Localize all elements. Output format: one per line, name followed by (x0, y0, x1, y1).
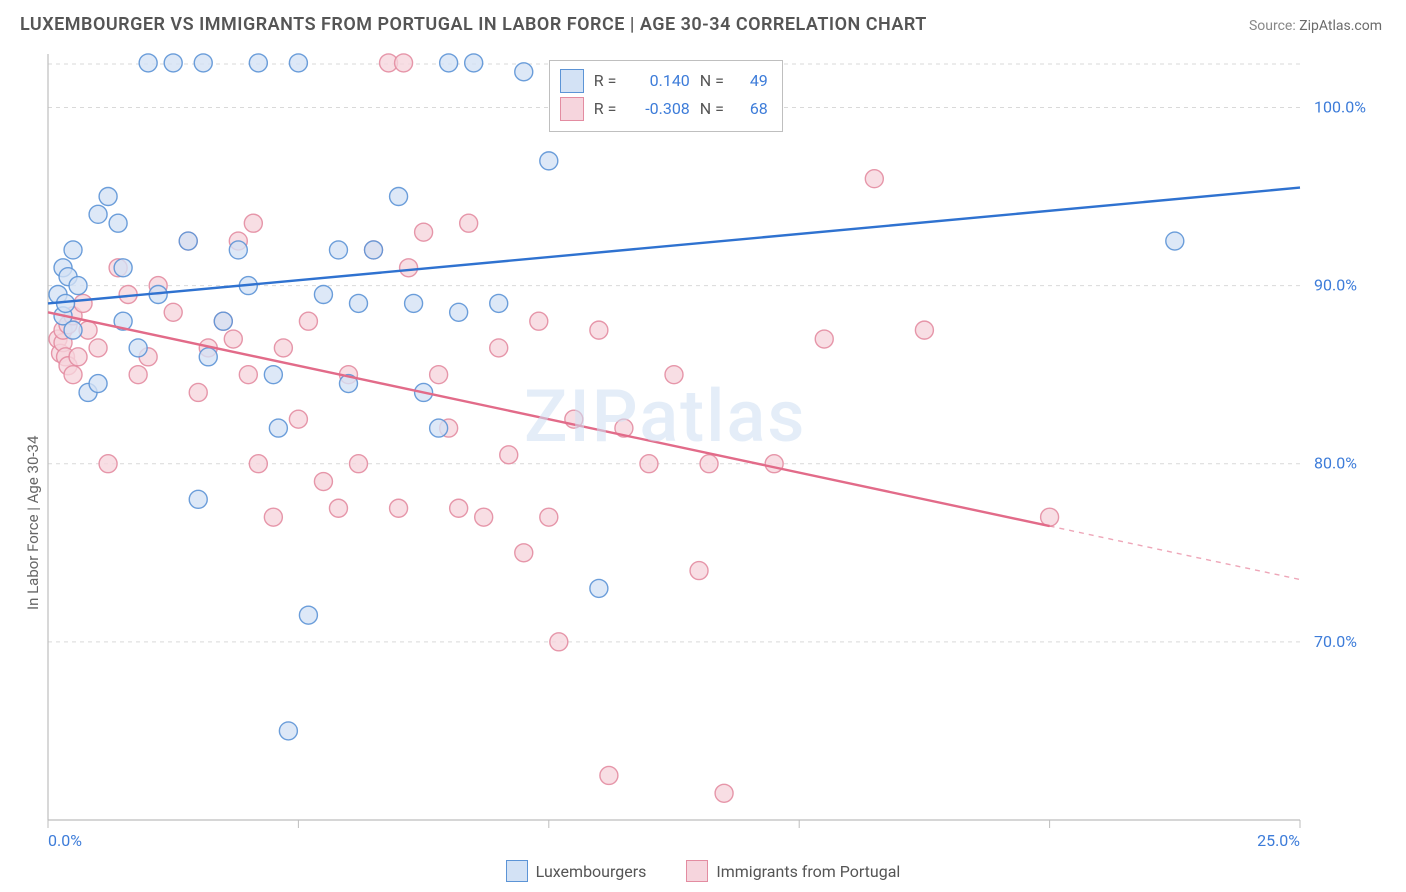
legend-label-por: Immigrants from Portugal (716, 862, 900, 881)
chart-title: LUXEMBOURGER VS IMMIGRANTS FROM PORTUGAL… (20, 14, 927, 35)
svg-text:70.0%: 70.0% (1314, 632, 1357, 651)
svg-text:25.0%: 25.0% (1257, 831, 1300, 850)
svg-text:80.0%: 80.0% (1314, 454, 1357, 473)
stats-n-value: 68 (740, 95, 768, 123)
stats-row-lux: R = 0.140 N = 49 (560, 67, 768, 95)
legend-swatch-lux (506, 860, 528, 882)
svg-text:90.0%: 90.0% (1314, 276, 1357, 295)
stats-r-value: -0.308 (634, 95, 690, 123)
stats-row-por: R = -0.308 N = 68 (560, 95, 768, 123)
stats-swatch-lux (560, 69, 584, 93)
source-label: Source: (1249, 18, 1296, 34)
stats-r-value: 0.140 (634, 67, 690, 95)
source-link[interactable]: ZipAtlas.com (1299, 18, 1382, 34)
legend-label-lux: Luxembourgers (536, 862, 647, 881)
legend-item-luxembourgers: Luxembourgers (506, 860, 647, 882)
stats-r-label: R = (594, 67, 624, 95)
stats-n-value: 49 (740, 67, 768, 95)
legend-item-portugal: Immigrants from Portugal (686, 860, 900, 882)
svg-text:100.0%: 100.0% (1314, 97, 1366, 116)
legend-bottom: Luxembourgers Immigrants from Portugal (0, 860, 1406, 886)
y-axis-label: In Labor Force | Age 30-34 (24, 436, 42, 610)
correlation-stats-box: R = 0.140 N = 49 R = -0.308 N = 68 (549, 60, 783, 132)
svg-text:0.0%: 0.0% (48, 831, 82, 850)
stats-n-label: N = (700, 67, 730, 95)
chart-container: In Labor Force | Age 30-34 0.0% 25.0% 70.0… (0, 50, 1406, 892)
stats-r-label: R = (594, 95, 624, 123)
stats-swatch-por (560, 97, 584, 121)
legend-swatch-por (686, 860, 708, 882)
scatter-chart: 0.0% 25.0% 70.0% 80.0% 90.0% 100.0% (0, 50, 1406, 850)
source-attribution: Source: ZipAtlas.com (1249, 18, 1382, 34)
stats-n-label: N = (700, 95, 730, 123)
